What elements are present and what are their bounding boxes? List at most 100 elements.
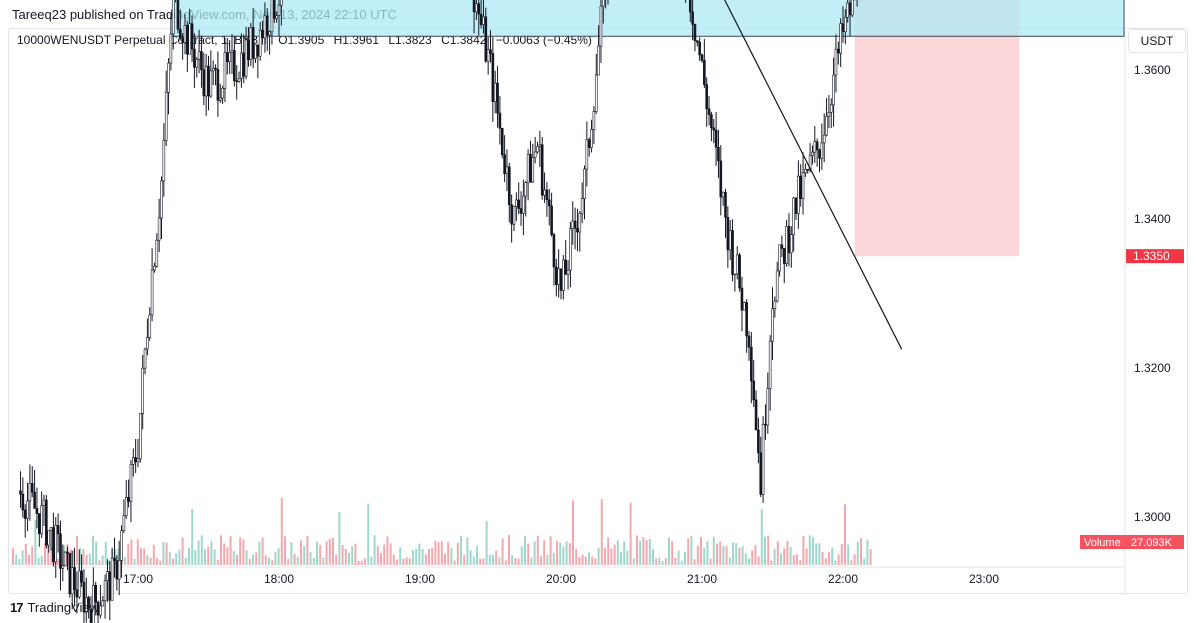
candle-body bbox=[566, 269, 570, 275]
volume-bar bbox=[178, 549, 181, 565]
volume-bar bbox=[101, 555, 104, 565]
volume-bar bbox=[268, 557, 270, 565]
candle-body bbox=[47, 530, 51, 546]
candle-body bbox=[277, 4, 281, 16]
candle-body bbox=[543, 189, 546, 196]
volume-bar bbox=[114, 549, 117, 565]
volume-bar bbox=[744, 553, 747, 565]
volume-bar bbox=[751, 550, 754, 565]
candle-body bbox=[52, 527, 55, 563]
candle-body bbox=[472, 0, 476, 13]
candle-body bbox=[775, 270, 779, 302]
candle-body bbox=[733, 273, 737, 276]
candle-body bbox=[515, 199, 518, 207]
volume-bar bbox=[786, 541, 789, 565]
candle-body bbox=[761, 423, 765, 495]
price-tag-value: 1.3350 bbox=[1133, 249, 1170, 263]
candle-body bbox=[249, 27, 253, 61]
candle-body bbox=[193, 48, 196, 68]
volume-bar bbox=[44, 543, 46, 565]
volume-bar bbox=[264, 555, 267, 565]
candle-body bbox=[82, 581, 86, 613]
volume-bar bbox=[844, 504, 846, 565]
candle-body bbox=[754, 399, 758, 431]
volume-bar bbox=[165, 542, 168, 565]
candle-body bbox=[507, 166, 511, 206]
candle-body bbox=[695, 40, 699, 43]
volume-bar bbox=[754, 544, 757, 565]
candle-body bbox=[42, 499, 46, 506]
volume-bar bbox=[693, 559, 696, 565]
candle-body bbox=[735, 254, 739, 275]
candle-body bbox=[742, 302, 746, 311]
volume-bar bbox=[40, 556, 43, 565]
volume-bar bbox=[447, 542, 450, 565]
candle-body bbox=[195, 59, 199, 68]
volume-bar bbox=[386, 536, 389, 565]
volume-bar bbox=[348, 552, 350, 565]
volume-bar bbox=[252, 554, 254, 565]
time-tick-label: 23:00 bbox=[969, 572, 999, 586]
candle-body bbox=[714, 129, 718, 148]
candle-body bbox=[836, 48, 840, 54]
volume-bar bbox=[402, 558, 405, 565]
volume-bar bbox=[319, 545, 322, 565]
candle-body bbox=[21, 493, 25, 511]
candle-body bbox=[517, 199, 521, 209]
candle-body bbox=[583, 168, 586, 199]
volume-bar bbox=[194, 550, 197, 565]
volume-bar bbox=[140, 548, 142, 565]
currency-button[interactable]: USDT bbox=[1128, 29, 1186, 53]
candle-body bbox=[261, 29, 264, 39]
volume-bar bbox=[869, 549, 872, 565]
volume-bar bbox=[255, 552, 258, 565]
volume-bar bbox=[812, 537, 814, 565]
volume-bar bbox=[828, 551, 830, 565]
volume-bar bbox=[770, 560, 773, 565]
volume-bar bbox=[172, 558, 174, 565]
candle-body bbox=[841, 23, 845, 32]
candle-body bbox=[766, 388, 770, 426]
candle-body bbox=[789, 234, 793, 254]
volume-bar bbox=[636, 535, 638, 565]
volume-bar bbox=[245, 550, 248, 565]
volume-bar bbox=[360, 560, 363, 565]
tradingview-logo-icon: 17 bbox=[10, 600, 24, 615]
candle-body bbox=[482, 16, 485, 26]
volume-bar bbox=[271, 560, 274, 565]
volume-bar bbox=[280, 497, 283, 565]
candle-body bbox=[87, 597, 90, 610]
candle-body bbox=[265, 15, 269, 36]
volume-bar bbox=[671, 541, 674, 565]
volume-bar bbox=[863, 558, 866, 565]
candle-body bbox=[129, 464, 133, 502]
candle-body bbox=[844, 16, 847, 32]
candle-body bbox=[797, 175, 800, 214]
volume-bar bbox=[482, 558, 485, 565]
candle-body bbox=[491, 52, 495, 102]
volume-bar bbox=[200, 535, 203, 565]
candle-body bbox=[731, 230, 734, 275]
candle-body bbox=[162, 140, 166, 182]
volume-bar bbox=[549, 536, 552, 565]
volume-bar bbox=[373, 535, 376, 565]
volume-bar bbox=[159, 560, 162, 565]
candle-body bbox=[587, 139, 591, 148]
volume-bar bbox=[18, 558, 21, 565]
volume-bar bbox=[316, 541, 318, 565]
volume-bar bbox=[168, 551, 171, 565]
candle-body bbox=[204, 65, 208, 97]
candle-body bbox=[94, 584, 97, 603]
candle-body bbox=[710, 114, 713, 129]
volume-bar bbox=[639, 540, 642, 565]
candle-body bbox=[752, 380, 756, 401]
candle-body bbox=[691, 11, 694, 25]
candle-body bbox=[122, 515, 126, 531]
footer-brand[interactable]: 17 TradingView bbox=[10, 600, 99, 615]
volume-bar bbox=[335, 554, 338, 565]
candle-body bbox=[705, 84, 709, 110]
volume-bar bbox=[341, 545, 344, 565]
volume-bar bbox=[149, 557, 152, 565]
volume-bar bbox=[776, 541, 779, 565]
